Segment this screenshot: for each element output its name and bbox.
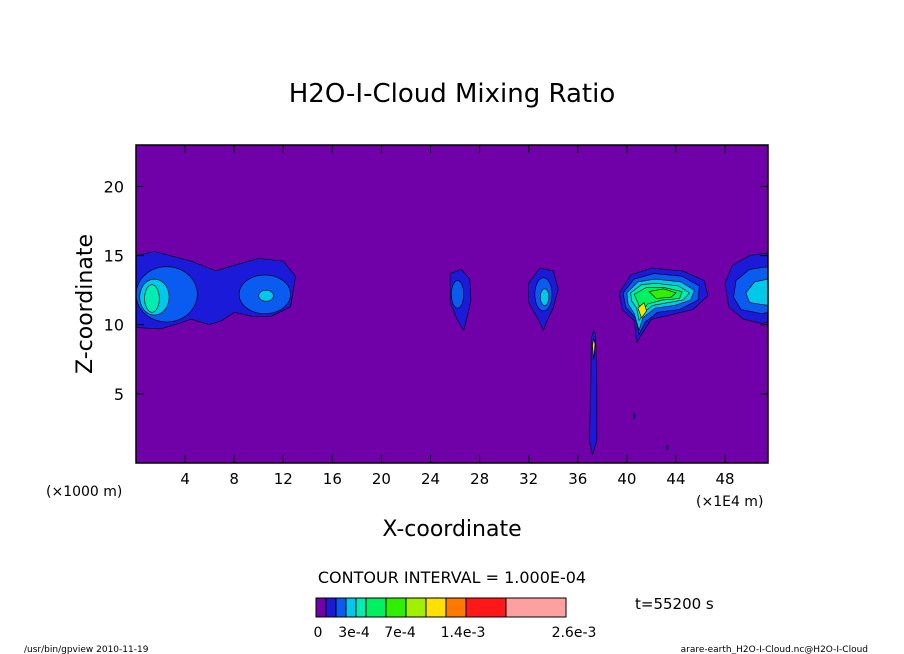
plot-frame [135,144,769,464]
colorbar-swatch [325,597,337,618]
x-tick-label: 40 [617,470,636,488]
y-axis-label: Z-coordinate [73,234,98,374]
colorbar-label: 0 [314,625,323,641]
cloud-anvil-42-yellow [637,302,647,319]
updraft-37-core [592,338,596,360]
cloud-band-west-level4 [144,284,160,313]
cloud-cell-26-inner [451,280,465,309]
time-label: t=55200 s [635,595,714,613]
y-tick-label: 10 [104,316,124,335]
contour-fills [135,251,769,456]
x-tick-label: 32 [519,470,538,488]
x-tick-label: 48 [716,470,735,488]
colorbar-swatch [355,597,367,618]
colorbar-swatch [405,597,427,618]
colorbar-label: 2.6e-3 [552,625,597,641]
updraft-37-outer [589,329,598,456]
cloud-band-east-level3 [258,289,274,302]
x-tick-label: 16 [323,470,342,488]
x-unit-label: (×1000 m) [46,484,122,500]
y-tick-label: 5 [114,385,124,404]
colorbar-label: 1.4e-3 [441,625,486,641]
x-tick-label: 36 [568,470,587,488]
x-axis-label: X-coordinate [382,517,521,542]
x-tick-label: 20 [372,470,391,488]
colorbar: 0 3e-4 7e-4 1.4e-3 2.6e-3 [314,597,597,641]
colorbar-swatch [425,597,447,618]
x-tick-label: 28 [470,470,489,488]
colorbar-swatch [385,597,407,618]
x-tick-label: 44 [666,470,685,488]
x-tick-label: 8 [229,470,239,488]
colorbar-swatch [345,597,357,618]
colorbar-swatch [505,597,567,618]
small-cell-speck [666,445,669,451]
colorbar-swatch [335,597,347,618]
x-tick-label: 12 [274,470,293,488]
y-tick-label: 20 [104,177,124,196]
colorbar-label: 7e-4 [384,625,416,641]
colorbar-label: 3e-4 [338,625,370,641]
colorbar-swatch [315,597,327,618]
x-tick-label: 4 [180,470,190,488]
footer-right: arare-earth_H2O-I-Cloud.nc@H2O-I-Cloud [681,645,868,654]
colorbar-swatch [445,597,467,618]
x-axis-ticks: 4 8 12 16 20 24 28 32 36 40 44 48 [180,145,735,488]
colorbar-swatch [465,597,507,618]
cloud-cell-33-level3 [540,288,550,306]
colorbar-swatch [365,597,387,618]
cloud-anvil-42-level6 [648,288,677,299]
chart-title: H2O-I-Cloud Mixing Ratio [289,79,616,109]
x-tick-label: 24 [421,470,440,488]
x-scale-label: (×1E4 m) [696,494,763,510]
contour-interval-label: CONTOUR INTERVAL = 1.000E-04 [318,568,586,587]
small-cell-speck [633,412,636,420]
y-axis-ticks: 5 10 15 20 [104,177,768,404]
plot-area [135,144,769,464]
y-tick-label: 15 [104,247,124,266]
footer-left: /usr/bin/gpview 2010-11-19 [24,645,149,654]
